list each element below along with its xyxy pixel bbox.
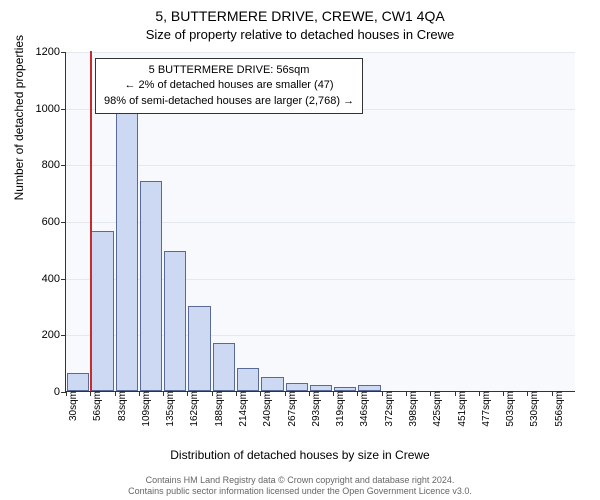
page-title: 5, BUTTERMERE DRIVE, CREWE, CW1 4QA	[0, 0, 600, 24]
y-tick-label: 1200	[36, 46, 66, 58]
x-tick-label: 372sqm	[380, 391, 395, 427]
info-line-2: ← 2% of detached houses are smaller (47)	[104, 78, 354, 93]
histogram-bar	[188, 306, 210, 391]
histogram-bar	[261, 377, 283, 391]
x-tick-label: 398sqm	[404, 391, 419, 427]
y-axis-label: Number of detached properties	[12, 35, 26, 200]
x-tick-label: 477sqm	[477, 391, 492, 427]
y-tick-label: 200	[42, 329, 66, 341]
histogram-bar	[164, 251, 186, 391]
histogram-bar	[116, 113, 138, 391]
info-annotation-box: 5 BUTTERMERE DRIVE: 56sqm ← 2% of detach…	[95, 58, 363, 114]
y-tick-label: 800	[42, 159, 66, 171]
x-tick-label: 30sqm	[64, 391, 79, 421]
x-tick-label: 56sqm	[88, 391, 103, 421]
x-tick-label: 425sqm	[428, 391, 443, 427]
x-tick-label: 346sqm	[355, 391, 370, 427]
gridline	[66, 165, 575, 166]
y-tick-label: 1000	[36, 103, 66, 115]
x-tick-label: 214sqm	[234, 391, 249, 427]
histogram-bar	[140, 181, 162, 391]
x-tick-label: 83sqm	[113, 391, 128, 421]
histogram-bar	[213, 343, 235, 391]
chart-container: 5, BUTTERMERE DRIVE, CREWE, CW1 4QA Size…	[0, 0, 600, 500]
x-tick-label: 530sqm	[525, 391, 540, 427]
footer-attribution: Contains HM Land Registry data © Crown c…	[0, 475, 600, 498]
info-line-3: 98% of semi-detached houses are larger (…	[104, 94, 354, 109]
x-tick-label: 267sqm	[283, 391, 298, 427]
footer-line-2: Contains public sector information licen…	[0, 486, 600, 498]
x-tick-label: 240sqm	[258, 391, 273, 427]
x-tick-label: 162sqm	[185, 391, 200, 427]
histogram-bar	[237, 368, 259, 391]
chart-subtitle: Size of property relative to detached ho…	[0, 24, 600, 48]
y-tick-label: 600	[42, 216, 66, 228]
x-tick-label: 319sqm	[331, 391, 346, 427]
x-tick-label: 293sqm	[307, 391, 322, 427]
x-tick-label: 135sqm	[161, 391, 176, 427]
info-line-1: 5 BUTTERMERE DRIVE: 56sqm	[104, 63, 354, 78]
gridline	[66, 52, 575, 53]
property-marker-line	[90, 51, 92, 391]
x-tick-label: 188sqm	[210, 391, 225, 427]
x-tick-label: 451sqm	[453, 391, 468, 427]
x-axis-label: Distribution of detached houses by size …	[0, 448, 600, 462]
x-tick-label: 503sqm	[501, 391, 516, 427]
x-tick-label: 556sqm	[550, 391, 565, 427]
histogram-bar	[67, 373, 89, 391]
histogram-bar	[286, 383, 308, 392]
x-tick-label: 109sqm	[137, 391, 152, 427]
histogram-bar	[91, 231, 113, 391]
y-tick-label: 400	[42, 273, 66, 285]
footer-line-1: Contains HM Land Registry data © Crown c…	[0, 475, 600, 487]
